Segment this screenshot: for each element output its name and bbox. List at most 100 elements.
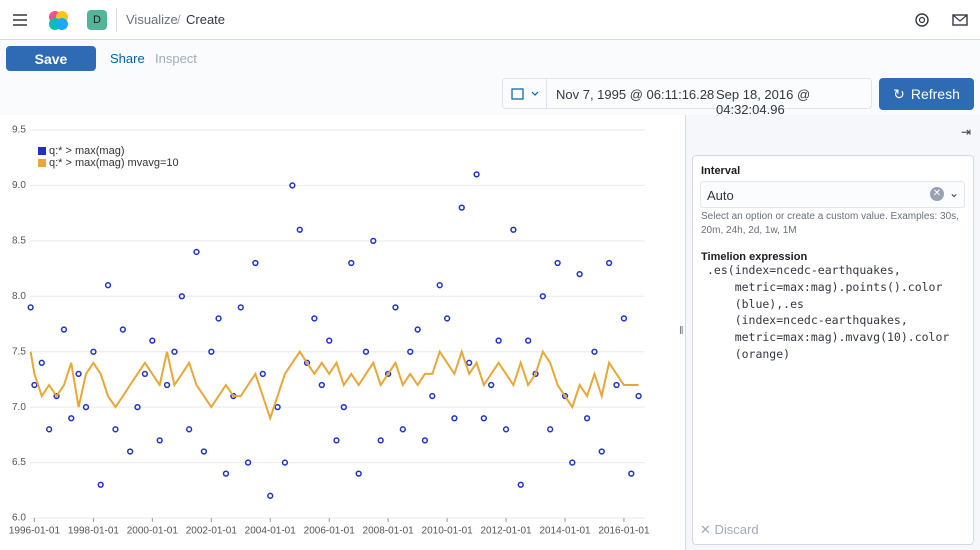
- point: [31, 381, 38, 389]
- point: [635, 392, 642, 400]
- y-tick-label: 7.5: [12, 346, 26, 357]
- point: [510, 226, 517, 233]
- point: [90, 348, 97, 355]
- point: [429, 392, 436, 400]
- point: [466, 359, 473, 366]
- resize-handle[interactable]: ‖: [679, 325, 684, 337]
- refresh-button[interactable]: ↻ Refresh: [879, 78, 974, 110]
- point: [141, 370, 149, 378]
- interval-value: Auto: [707, 188, 734, 203]
- y-tick-label: 8.5: [12, 235, 26, 246]
- start-date[interactable]: Nov 7, 1995 @ 06:11:16.28: [556, 87, 715, 102]
- x-tick-label: 2016-01-01: [598, 526, 650, 537]
- x-tick-label: 2000-01-01: [127, 526, 179, 537]
- point: [171, 348, 178, 355]
- point: [274, 403, 281, 411]
- point: [377, 437, 384, 444]
- x-tick-label: 2012-01-01: [480, 526, 532, 537]
- date-picker[interactable]: Nov 7, 1995 @ 06:11:16.28 → Sep 18, 2016…: [502, 78, 872, 117]
- point: [583, 415, 591, 422]
- arrow: →: [699, 86, 712, 101]
- share-link[interactable]: Share: [110, 51, 145, 66]
- point: [539, 293, 546, 300]
- y-tick-label: 7.0: [12, 402, 26, 413]
- interval-label: Interval: [701, 165, 741, 177]
- expression-line: .es(index=ncedc-earthquakes,: [707, 263, 901, 277]
- expression-line: (orange): [707, 346, 791, 361]
- chart: 6.0 6.5 7.0 7.5 8.0 8.5 9.0 9.5 1996-01-01 1998-0…: [9, 125, 650, 537]
- point: [554, 259, 561, 267]
- point: [628, 470, 635, 477]
- header: D Visualize / Create: [0, 0, 980, 40]
- point: [178, 293, 186, 300]
- point: [547, 426, 554, 433]
- point: [598, 448, 605, 455]
- x-tick-label: 2004-01-01: [245, 526, 297, 537]
- expression-editor[interactable]: .es(index=ncedc-earthquakes, metric=max:…: [707, 262, 949, 363]
- point: [399, 426, 406, 433]
- menu-icon[interactable]: [12, 12, 28, 28]
- point: [149, 337, 156, 344]
- save-button[interactable]: Save: [6, 46, 96, 71]
- point: [311, 315, 318, 322]
- refresh-icon: ↻: [893, 85, 905, 102]
- x-tick-label: 2010-01-01: [422, 526, 474, 537]
- legend-swatch: [38, 159, 46, 167]
- point: [200, 448, 208, 455]
- inspect-link: Inspect: [155, 51, 197, 66]
- point: [495, 337, 502, 344]
- separator: /: [177, 12, 181, 27]
- point: [208, 348, 215, 355]
- y-tick-label: 9.5: [12, 125, 26, 136]
- point: [576, 270, 583, 278]
- point: [185, 426, 193, 433]
- point: [112, 426, 119, 433]
- point: [97, 481, 104, 488]
- expression-line: metric=max:mag).points().color: [707, 279, 943, 294]
- point: [443, 315, 451, 322]
- end-date[interactable]: Sep 18, 2016 @ 04:32:04.96: [716, 87, 811, 117]
- point: [156, 437, 163, 444]
- y-tick-label: 8.0: [12, 291, 26, 302]
- point: [68, 415, 75, 422]
- point: [591, 348, 598, 355]
- point: [392, 304, 399, 311]
- point: [252, 259, 259, 267]
- divider: [546, 79, 547, 108]
- avatar[interactable]: D: [87, 10, 107, 30]
- expression-line: metric=max:mag).mvavg(10).color: [707, 330, 950, 345]
- breadcrumb[interactable]: Visualize: [126, 12, 178, 27]
- y-tick-label: 6.0: [12, 513, 26, 524]
- point: [104, 282, 112, 289]
- point: [163, 381, 171, 389]
- legend-swatch: [38, 147, 46, 155]
- point: [421, 437, 429, 444]
- point: [605, 259, 613, 267]
- point: [60, 326, 68, 333]
- point: [281, 459, 289, 466]
- clear-icon[interactable]: ✕: [930, 187, 944, 201]
- point: [613, 381, 620, 389]
- legend-label: q:* > max(mag) mvavg=10: [49, 157, 179, 169]
- logo[interactable]: [47, 9, 69, 31]
- point: [355, 470, 362, 477]
- chevron[interactable]: ⌄: [949, 186, 960, 200]
- point: [480, 415, 487, 422]
- point: [517, 481, 524, 488]
- discard-button[interactable]: ✕ Discard: [700, 522, 759, 537]
- point: [75, 370, 82, 378]
- point: [473, 171, 480, 178]
- point: [318, 381, 325, 389]
- x-tick-label: 1998-01-01: [68, 526, 120, 537]
- point: [620, 315, 628, 322]
- point: [488, 381, 495, 389]
- mail-icon[interactable]: [952, 12, 968, 28]
- interval-select[interactable]: Auto ✕ ⌄: [700, 181, 965, 208]
- point: [296, 226, 303, 233]
- collapse-icon[interactable]: ⇥: [961, 125, 972, 139]
- y-tick-label: 9.0: [12, 180, 26, 191]
- help-icon[interactable]: [914, 12, 930, 28]
- point: [348, 259, 355, 267]
- calendar-icon[interactable]: [511, 87, 541, 101]
- point: [333, 437, 340, 444]
